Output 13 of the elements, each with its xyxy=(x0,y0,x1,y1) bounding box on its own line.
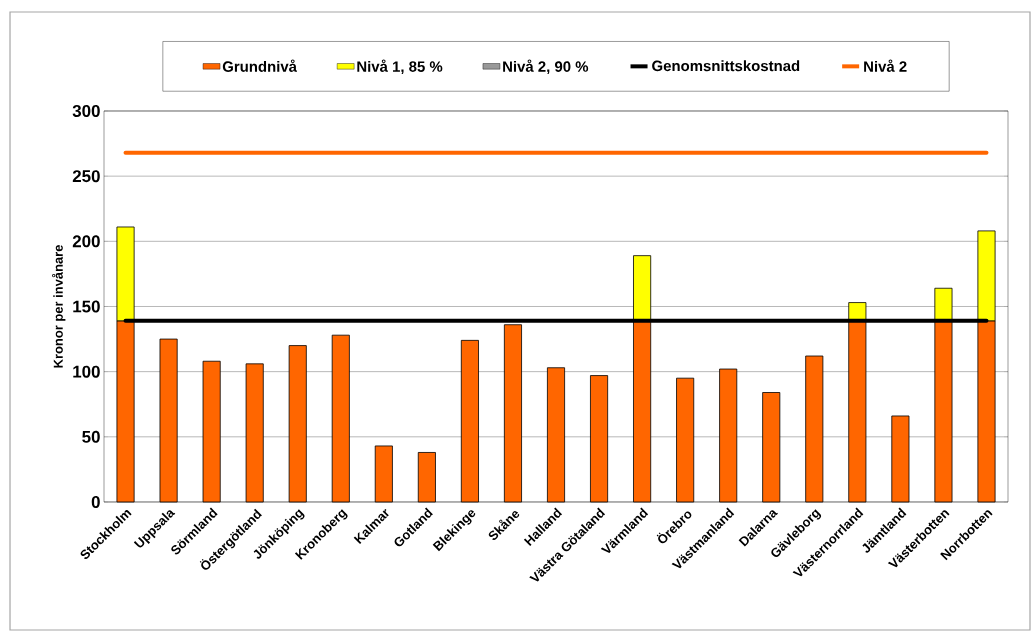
legend-label: Genomsnittskostnad xyxy=(652,60,800,72)
y-tick-label: 300 xyxy=(72,104,100,117)
y-tick-label: 200 xyxy=(72,235,100,248)
legend-label: Nivå 1, 85 % xyxy=(357,59,443,75)
y-tick-label: 0 xyxy=(91,495,100,508)
y-axis-title: Kronor per invånare xyxy=(52,245,66,368)
y-tick-label: 100 xyxy=(73,365,100,378)
legend-label: Nivå 2, 90 % xyxy=(503,59,589,75)
legend-label: Nivå 2 xyxy=(864,59,907,72)
y-tick-label: 250 xyxy=(72,170,100,183)
y-tick-label: 150 xyxy=(73,300,100,313)
legend-label: Grundnivå xyxy=(222,59,298,72)
y-tick-label: 50 xyxy=(82,430,100,443)
